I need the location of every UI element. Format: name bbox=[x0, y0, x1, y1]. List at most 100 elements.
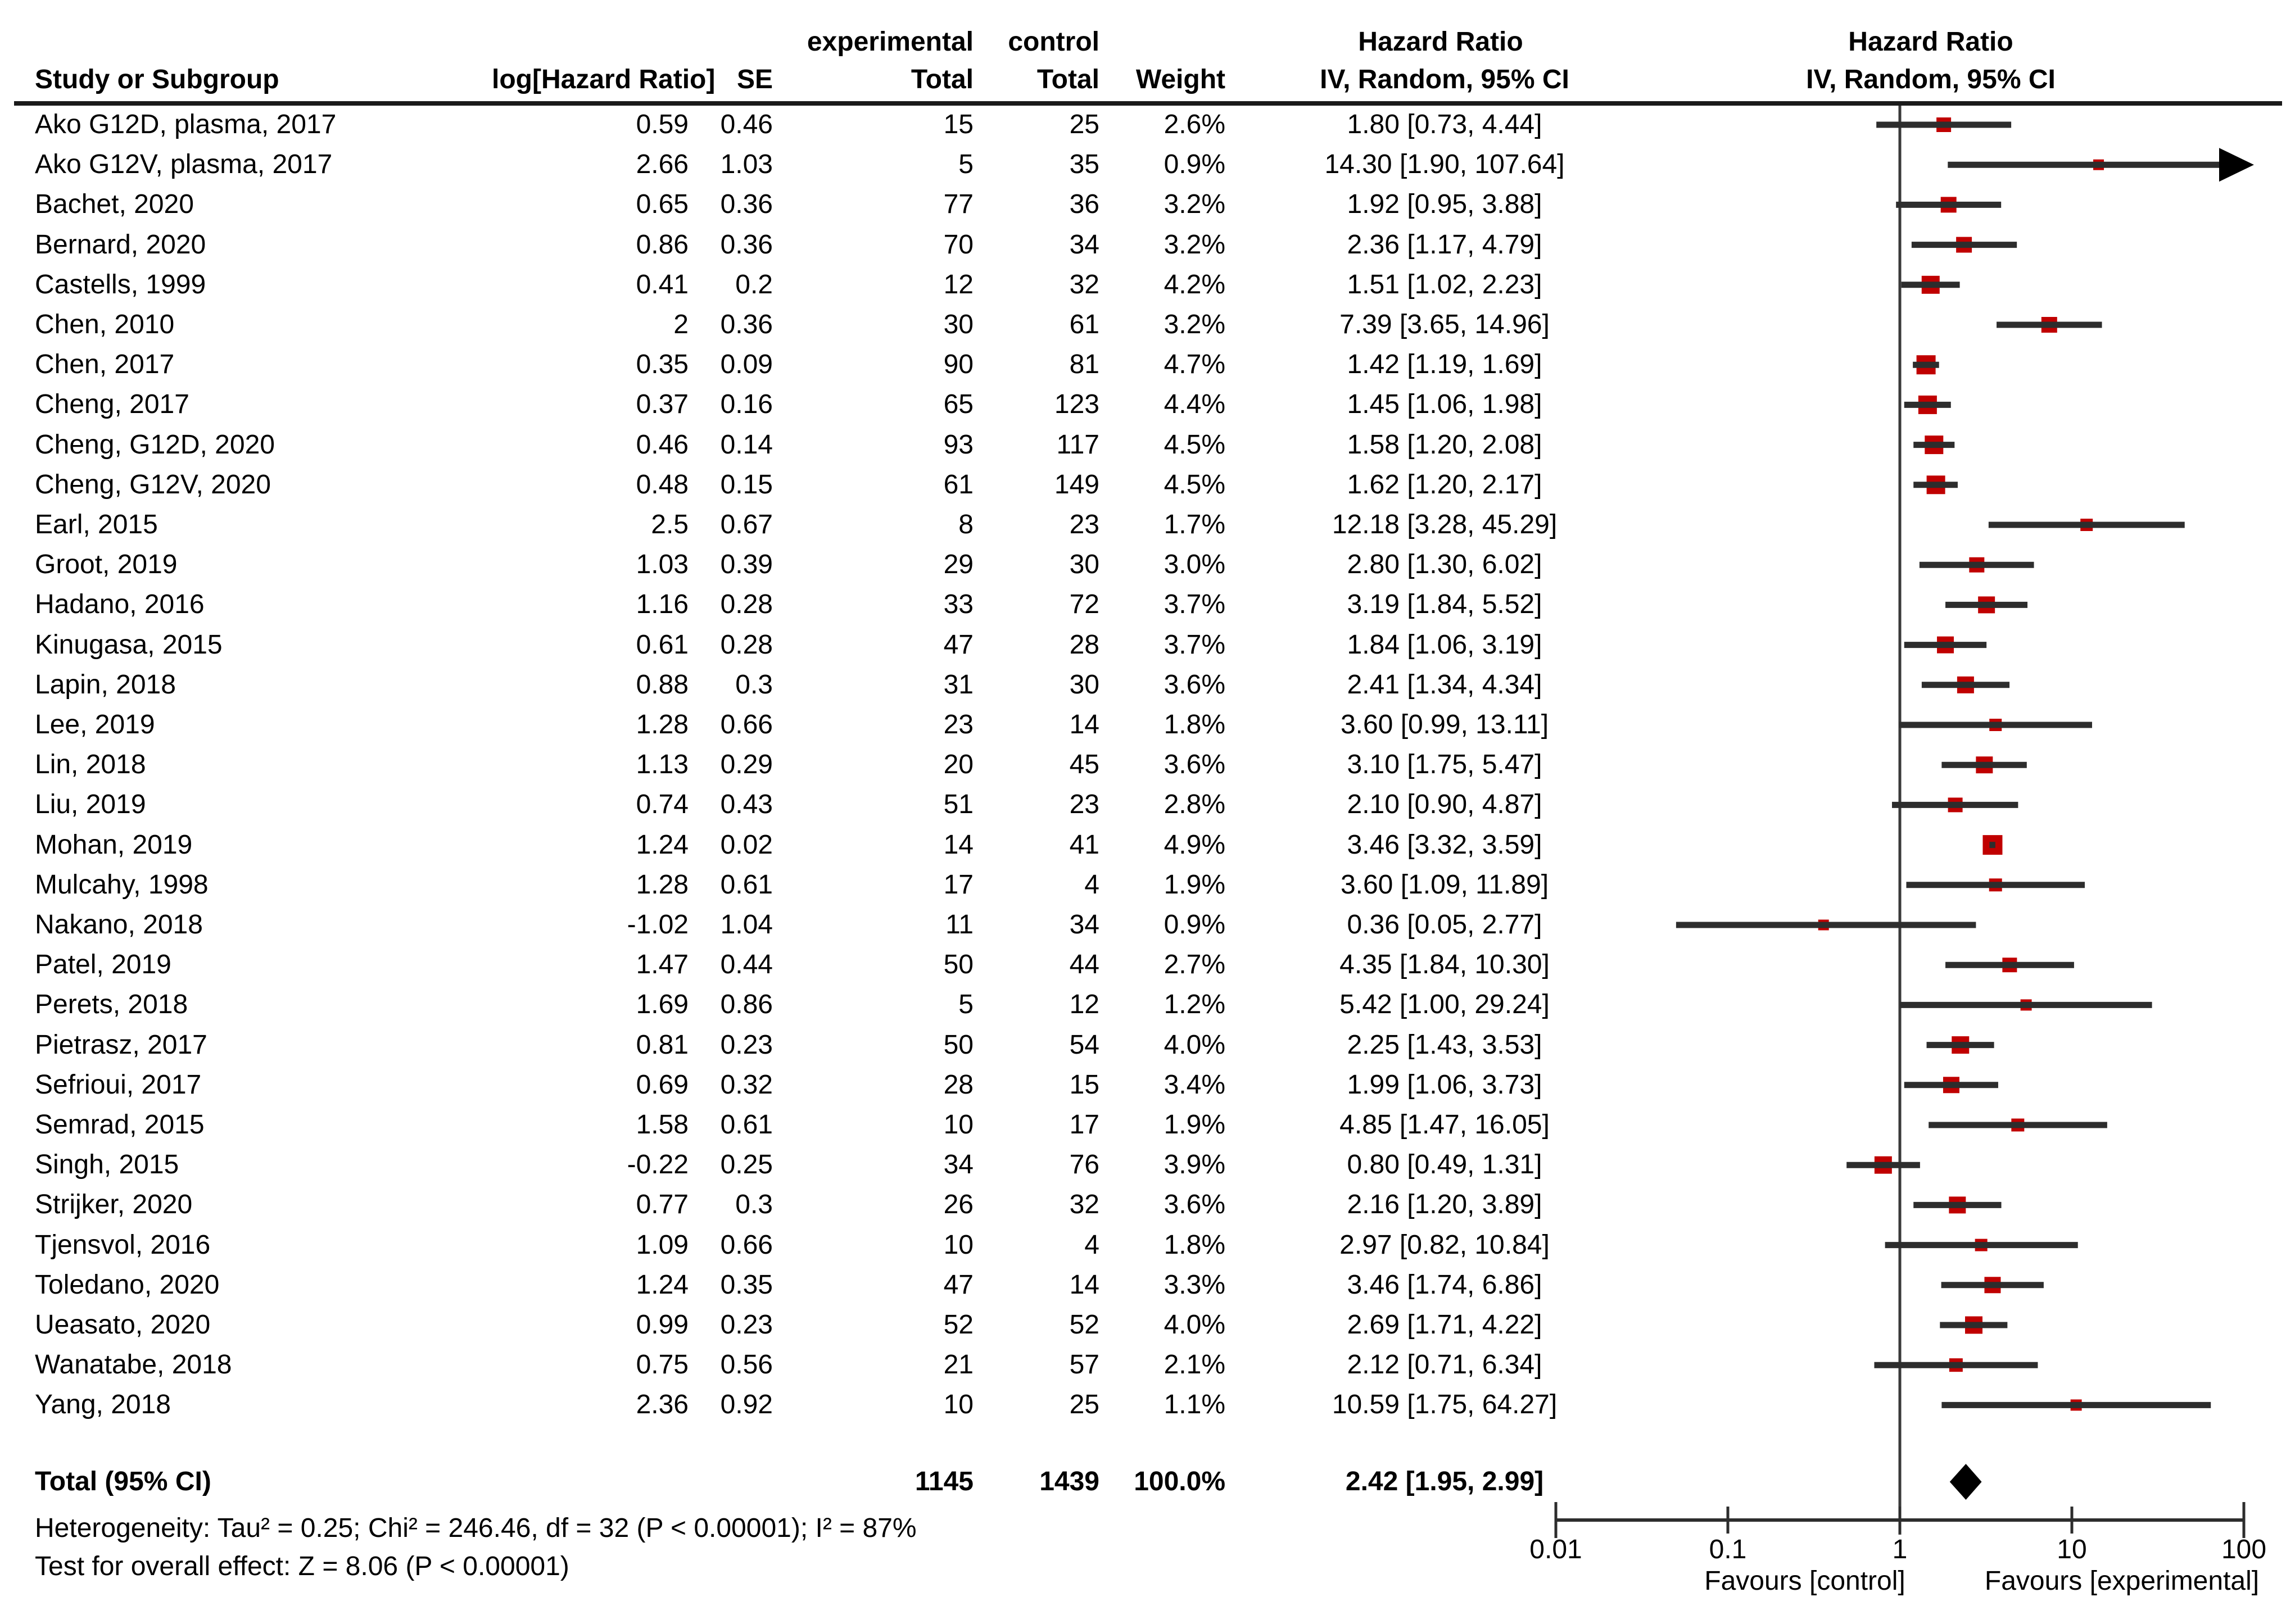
header-rule bbox=[14, 101, 2282, 106]
study-name: Chen, 2017 bbox=[35, 350, 175, 380]
study-exp-total: 8 bbox=[958, 510, 974, 539]
study-weight: 3.2% bbox=[1164, 189, 1225, 220]
study-log-hr: 0.77 bbox=[636, 1190, 689, 1220]
study-log-hr: 1.09 bbox=[636, 1230, 689, 1260]
study-log-hr: -1.02 bbox=[627, 910, 689, 940]
study-log-hr: 1.24 bbox=[636, 829, 689, 860]
study-weight: 4.9% bbox=[1164, 829, 1225, 860]
study-ci-label: 0.80 [0.49, 1.31] bbox=[1347, 1150, 1542, 1180]
study-name: Strijker, 2020 bbox=[35, 1190, 193, 1220]
study-se: 0.67 bbox=[720, 510, 773, 539]
study-ci-label: 14.30 [1.90, 107.64] bbox=[1324, 149, 1565, 180]
column-header-exp-total: Total bbox=[911, 65, 974, 94]
study-weight: 3.7% bbox=[1164, 589, 1225, 620]
study-name: Cheng, G12V, 2020 bbox=[35, 469, 271, 500]
study-exp-total: 28 bbox=[943, 1069, 974, 1100]
study-ci-label: 1.58 [1.20, 2.08] bbox=[1347, 429, 1542, 460]
study-se: 0.44 bbox=[720, 950, 773, 980]
study-exp-total: 51 bbox=[943, 790, 974, 820]
study-ctrl-total: 76 bbox=[1069, 1150, 1099, 1180]
study-name: Perets, 2018 bbox=[35, 990, 188, 1020]
study-weight: 1.7% bbox=[1164, 510, 1225, 539]
study-name: Singh, 2015 bbox=[35, 1150, 179, 1180]
study-log-hr: 1.47 bbox=[636, 950, 689, 980]
study-ctrl-total: 81 bbox=[1069, 350, 1099, 380]
study-ctrl-total: 14 bbox=[1069, 1269, 1099, 1300]
favours-experimental-label: Favours [experimental] bbox=[1984, 1566, 2260, 1596]
study-weight: 4.5% bbox=[1164, 469, 1225, 500]
study-exp-total: 34 bbox=[943, 1150, 974, 1180]
study-se: 0.86 bbox=[720, 990, 773, 1020]
study-log-hr: 0.48 bbox=[636, 469, 689, 500]
study-se: 0.46 bbox=[720, 110, 773, 139]
study-ci-label: 3.46 [1.74, 6.86] bbox=[1347, 1269, 1542, 1300]
study-log-hr: 0.86 bbox=[636, 229, 689, 260]
study-log-hr: 0.75 bbox=[636, 1350, 689, 1380]
study-name: Kinugasa, 2015 bbox=[35, 629, 223, 660]
study-exp-total: 20 bbox=[943, 750, 974, 780]
study-log-hr: 2 bbox=[673, 310, 689, 339]
study-ci-label: 1.84 [1.06, 3.19] bbox=[1347, 629, 1542, 660]
study-log-hr: 0.61 bbox=[636, 629, 689, 660]
column-header-log-hr: log[Hazard Ratio] bbox=[492, 65, 716, 94]
study-log-hr: 1.28 bbox=[636, 710, 689, 740]
study-log-hr: 1.03 bbox=[636, 550, 689, 580]
column-header-se: SE bbox=[736, 65, 773, 94]
study-ctrl-total: 72 bbox=[1069, 589, 1099, 620]
study-exp-total: 23 bbox=[943, 710, 974, 740]
favours-control-label: Favours [control] bbox=[1704, 1566, 1905, 1596]
study-ctrl-total: 44 bbox=[1069, 950, 1099, 980]
study-log-hr: 1.24 bbox=[636, 1269, 689, 1300]
study-log-hr: 0.46 bbox=[636, 429, 689, 460]
study-exp-total: 77 bbox=[943, 189, 974, 220]
study-ci-label: 10.59 [1.75, 64.27] bbox=[1332, 1390, 1558, 1420]
overall-effect-test: Test for overall effect: Z = 8.06 (P < 0… bbox=[35, 1552, 569, 1581]
study-ci-label: 0.36 [0.05, 2.77] bbox=[1347, 910, 1542, 940]
study-log-hr: 1.16 bbox=[636, 589, 689, 620]
study-ctrl-total: 30 bbox=[1069, 550, 1099, 580]
study-ctrl-total: 35 bbox=[1069, 149, 1099, 180]
total-row-label: Total (95% CI) bbox=[35, 1467, 211, 1496]
study-exp-total: 10 bbox=[943, 1390, 974, 1420]
study-name: Lapin, 2018 bbox=[35, 669, 176, 700]
study-log-hr: 1.13 bbox=[636, 750, 689, 780]
study-log-hr: 0.35 bbox=[636, 350, 689, 380]
study-exp-total: 15 bbox=[943, 110, 974, 139]
study-exp-total: 11 bbox=[945, 910, 974, 940]
study-name: Cheng, G12D, 2020 bbox=[35, 429, 275, 460]
study-se: 0.2 bbox=[735, 269, 773, 300]
study-ctrl-total: 30 bbox=[1069, 669, 1099, 700]
study-ci-label: 1.99 [1.06, 3.73] bbox=[1347, 1069, 1542, 1100]
study-se: 0.61 bbox=[720, 869, 773, 900]
study-name: Nakano, 2018 bbox=[35, 910, 203, 940]
total-exp: 1145 bbox=[915, 1467, 974, 1496]
study-ci-label: 4.35 [1.84, 10.30] bbox=[1339, 950, 1550, 980]
study-weight: 1.9% bbox=[1164, 869, 1225, 900]
study-name: Castells, 1999 bbox=[35, 269, 206, 300]
column-header-ctrl-total: Total bbox=[1036, 65, 1099, 94]
axis-tick-label: 0.01 bbox=[1529, 1535, 1582, 1564]
study-ci-label: 5.42 [1.00, 29.24] bbox=[1339, 990, 1550, 1020]
study-ci-label: 3.60 [1.09, 11.89] bbox=[1340, 869, 1549, 900]
study-name: Earl, 2015 bbox=[35, 510, 158, 539]
study-weight: 1.8% bbox=[1164, 1230, 1225, 1260]
study-se: 0.43 bbox=[720, 790, 773, 820]
study-weight: 4.7% bbox=[1164, 350, 1225, 380]
study-se: 0.36 bbox=[720, 189, 773, 220]
column-group-experimental: experimental bbox=[807, 27, 974, 57]
study-exp-total: 52 bbox=[943, 1310, 974, 1340]
study-exp-total: 14 bbox=[943, 829, 974, 860]
axis-tick-label: 0.1 bbox=[1709, 1535, 1747, 1564]
study-ctrl-total: 34 bbox=[1069, 229, 1099, 260]
study-name: Ako G12D, plasma, 2017 bbox=[35, 110, 337, 139]
hazard-ratio-plot-column-title: Hazard Ratio bbox=[1848, 27, 2013, 57]
study-exp-total: 65 bbox=[943, 389, 974, 420]
study-exp-total: 5 bbox=[958, 149, 974, 180]
study-exp-total: 26 bbox=[943, 1190, 974, 1220]
study-ci-label: 1.80 [0.73, 4.44] bbox=[1347, 110, 1542, 139]
study-weight: 3.6% bbox=[1164, 1190, 1225, 1220]
study-ctrl-total: 25 bbox=[1069, 110, 1099, 139]
study-name: Yang, 2018 bbox=[35, 1390, 171, 1420]
study-weight: 3.9% bbox=[1164, 1150, 1225, 1180]
